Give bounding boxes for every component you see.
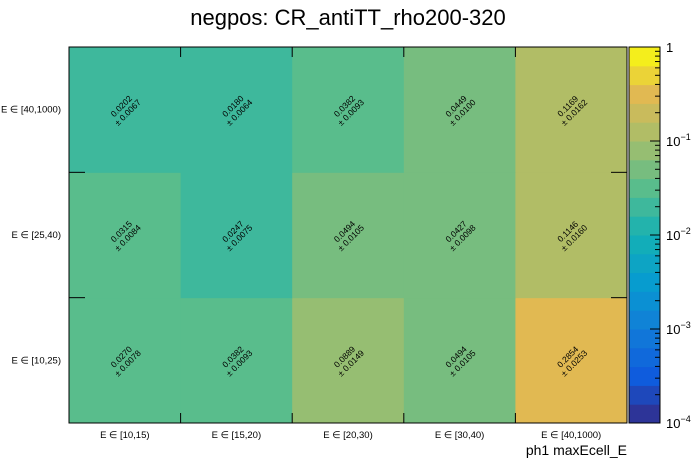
y-tick-label: E ∈ [10,25) — [12, 355, 61, 366]
y-axis: E ∈ [10,25) E ∈ [25,40) E ∈ [40,1000) — [1, 46, 627, 424]
color-bar-segment — [629, 329, 660, 349]
color-bar-segment — [629, 404, 660, 424]
color-bar: 1 10−1 10−2 10−3 10−4 — [628, 40, 691, 431]
color-bar-segment — [629, 310, 660, 330]
heatmap-cell — [515, 47, 628, 173]
heatmap-cell — [180, 297, 293, 424]
color-bar-segment — [629, 141, 660, 161]
heatmap-cell — [180, 47, 293, 173]
color-bar-segment — [629, 272, 660, 292]
color-bar-segment — [629, 84, 660, 104]
y-tick-label: E ∈ [40,1000) — [1, 105, 61, 116]
x-tick-label: E ∈ [20,30) — [323, 430, 372, 441]
x-tick-label: E ∈ [10,15) — [100, 430, 149, 441]
color-bar-tick-label: 10−2 — [666, 226, 691, 243]
heatmap-cells: 0.0270± 0.0078 0.0382± 0.0093 0.0889± 0.01… — [69, 47, 628, 424]
color-bar-segment — [629, 235, 660, 255]
heatmap-cell — [292, 47, 405, 173]
plot-frame — [68, 46, 628, 424]
color-bar-segment — [629, 65, 660, 86]
chart-title: negpos: CR_antiTT_rho200-320 — [190, 5, 506, 30]
color-bar-segment — [629, 122, 660, 142]
color-bar-segment — [629, 197, 660, 217]
x-tick-label: E ∈ [30,40) — [435, 430, 484, 441]
color-bar-segment — [629, 103, 660, 123]
color-bar-segment — [629, 253, 660, 274]
heatmap-cell — [403, 172, 516, 299]
x-tick-label: E ∈ [15,20) — [212, 430, 261, 441]
color-bar-tick-label: 10−3 — [666, 320, 691, 337]
x-axis-title: ph1 maxEcell_E — [526, 442, 627, 458]
heatmap-cell — [69, 47, 182, 173]
color-bar-segment — [629, 159, 660, 180]
heatmap-cell — [69, 297, 182, 424]
heatmap-cell — [69, 172, 182, 299]
heatmap-cell — [515, 172, 628, 299]
heatmap-cell — [180, 172, 293, 299]
color-bar-tick-label: 10−4 — [666, 414, 691, 431]
color-bar-segment — [629, 347, 660, 368]
heatmap-cell — [292, 172, 405, 299]
heatmap-cell — [403, 47, 516, 173]
color-bar-segment — [629, 291, 660, 311]
plot-border — [68, 46, 628, 424]
heatmap-cell — [515, 297, 628, 424]
y-tick-label: E ∈ [25,40) — [12, 230, 61, 241]
color-bar-segment — [629, 178, 660, 198]
color-bar-tick-label: 10−1 — [666, 132, 691, 149]
color-bar-segment — [629, 366, 660, 386]
color-bar-segment — [629, 216, 660, 236]
color-bar-segment — [629, 47, 660, 67]
color-bar-segment — [629, 385, 660, 405]
x-axis: E ∈ [10,15) E ∈ [15,20) E ∈ [20,30) E ∈ [30… — [68, 47, 628, 441]
x-tick-label: E ∈ [40,1000) — [541, 430, 601, 441]
color-bar-tick-label: 1 — [666, 40, 673, 55]
heatmap-cell — [292, 297, 405, 424]
heatmap-cell — [403, 297, 516, 424]
